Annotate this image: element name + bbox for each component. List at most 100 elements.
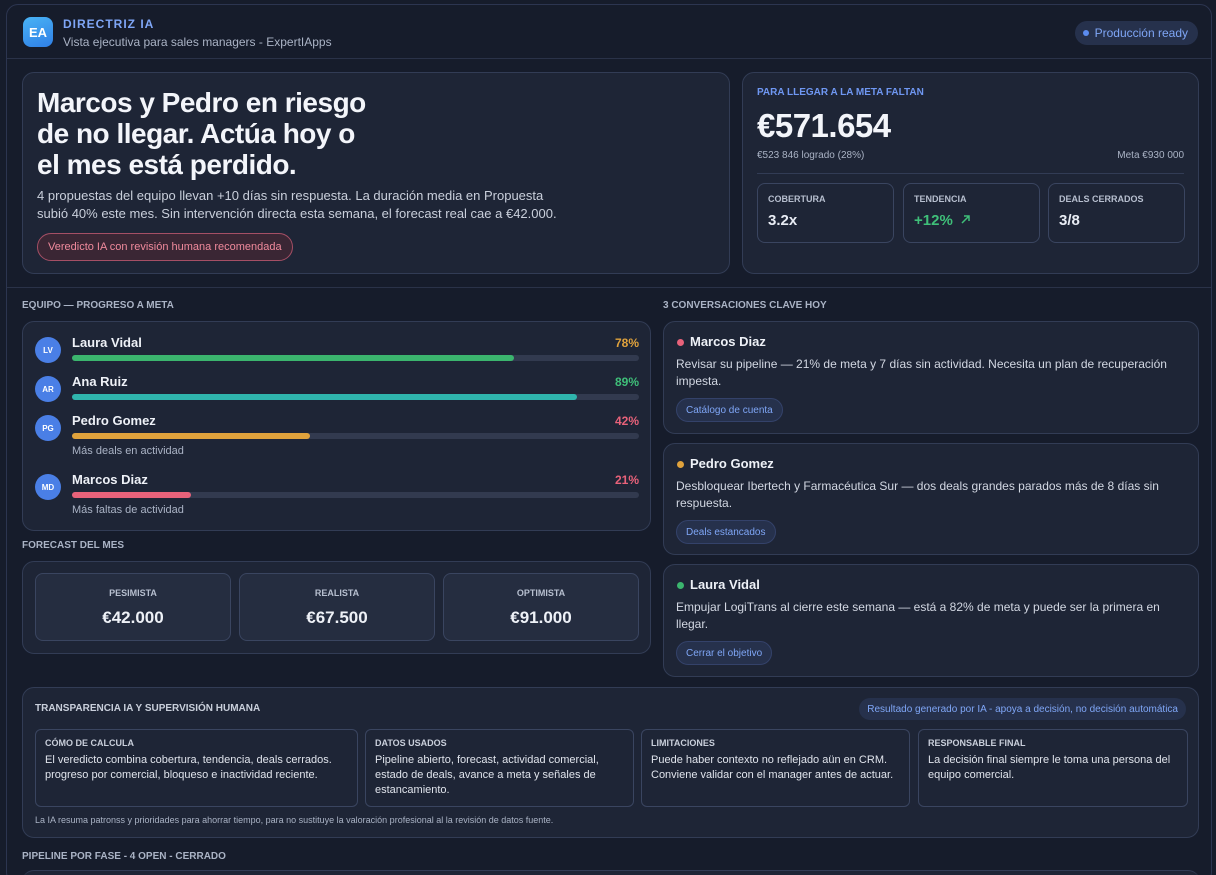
box-text: Puede haber contexto no reflejado aün en… bbox=[651, 754, 894, 781]
member-name: Ana Ruiz bbox=[72, 374, 128, 389]
verdict-badge[interactable]: Veredicto IA con revisión humana recomen… bbox=[37, 233, 293, 261]
team-card: LV Laura Vidal 78% AR Ana Ruiz 89% PG Pe… bbox=[22, 321, 651, 531]
top-bar: EA DIRECTRIZ IA Vista ejecutiva para sal… bbox=[7, 5, 1211, 59]
conversation-tag[interactable]: Catálogo de cuenta bbox=[676, 398, 783, 422]
conversation-name: Marcos Diaz bbox=[690, 334, 766, 349]
member-name: Pedro Gomez bbox=[72, 413, 156, 428]
scenario-pessimistic: PESIMISTA €42.000 bbox=[35, 573, 231, 641]
member-note: Más deals en actividad bbox=[72, 445, 184, 457]
transparency-title: TRANSPARENCIA IA Y SUPERVISIÓN HUMANA bbox=[35, 703, 261, 714]
conversations-section-label: 3 CONVERSACIONES CLAVE HOY bbox=[663, 300, 827, 311]
member-name: Laura Vidal bbox=[72, 335, 142, 350]
stat-label: COBERTURA bbox=[768, 194, 826, 204]
stat-trend: TENDENCIA +12% bbox=[903, 183, 1040, 243]
status-badge: Producción ready bbox=[1074, 21, 1198, 45]
conversation-card[interactable]: Marcos Diaz Revisar su pipeline — 21% de… bbox=[663, 321, 1199, 434]
limitations-box: LIMITACIONES Puede haber contexto no ref… bbox=[641, 729, 910, 807]
team-section-label: EQUIPO — PROGRESO A META bbox=[22, 300, 174, 311]
stat-value: +12% bbox=[914, 212, 971, 229]
conversation-tag[interactable]: Deals estancados bbox=[676, 520, 776, 544]
conversation-tag[interactable]: Cerrar el objetivo bbox=[676, 641, 773, 665]
transparency-footer: La IA resuma patronss y prioridades para… bbox=[35, 815, 554, 825]
status-dot-icon bbox=[677, 461, 684, 468]
scenario-label: PESIMISTA bbox=[109, 588, 157, 598]
section-divider bbox=[7, 287, 1211, 288]
goal-target: Meta €930 000 bbox=[1117, 150, 1184, 161]
progress-fill bbox=[72, 394, 577, 400]
member-name: Marcos Diaz bbox=[72, 472, 148, 487]
member-percent: 89% bbox=[614, 375, 639, 389]
pipeline-card bbox=[22, 870, 1200, 875]
status-dot-icon bbox=[677, 582, 684, 589]
pipeline-section-label: PIPELINE POR FASE - 4 OPEN - CERRADO bbox=[22, 851, 226, 862]
scenario-value: €42.000 bbox=[102, 608, 164, 627]
status-dot-icon bbox=[1082, 30, 1089, 36]
divider bbox=[757, 173, 1184, 174]
team-member[interactable]: MD Marcos Diaz 21% Más faltas de activid… bbox=[35, 472, 639, 522]
conversation-text: Desbloquear Ibertech y Farmacéutica Sur … bbox=[676, 479, 1159, 510]
brand-name: DIRECTRIZ IA bbox=[63, 17, 155, 31]
forecast-section-label: FORECAST DEL MES bbox=[22, 540, 125, 551]
scenario-value: €67.500 bbox=[306, 608, 368, 627]
goal-label: PARA LLEGAR A LA META FALTAN bbox=[757, 87, 924, 98]
how-calculated-box: CÓMO DE CALCULA El veredicto combina cob… bbox=[35, 729, 358, 807]
conversation-card[interactable]: Pedro Gomez Desbloquear Ibertech y Farma… bbox=[663, 443, 1199, 555]
conversation-text: Revisar su pipeline — 21% de meta y 7 dí… bbox=[676, 357, 1167, 388]
progress-fill bbox=[72, 492, 192, 498]
goal-achieved: €523 846 logrado (28%) bbox=[757, 150, 865, 161]
box-title: LIMITACIONES bbox=[651, 738, 715, 748]
status-label: Producción ready bbox=[1094, 26, 1188, 40]
team-member[interactable]: AR Ana Ruiz 89% bbox=[35, 374, 639, 424]
box-title: CÓMO DE CALCULA bbox=[45, 738, 134, 748]
progress-track bbox=[72, 492, 639, 498]
stat-value: 3/8 bbox=[1059, 212, 1080, 229]
status-dot-icon bbox=[677, 339, 684, 346]
member-percent: 78% bbox=[614, 336, 639, 350]
avatar: PG bbox=[35, 415, 61, 441]
member-note: Más faltas de actividad bbox=[72, 504, 184, 516]
stat-coverage: COBERTURA 3.2x bbox=[757, 183, 894, 243]
scenario-value: €91.000 bbox=[510, 608, 572, 627]
hero-title: Marcos y Pedro en riesgo de no llegar. A… bbox=[37, 87, 366, 180]
progress-fill bbox=[72, 355, 515, 361]
avatar: AR bbox=[35, 376, 61, 402]
trend-value: +12% bbox=[914, 212, 953, 229]
scenario-realistic: REALISTA €67.500 bbox=[239, 573, 435, 641]
member-percent: 42% bbox=[614, 414, 639, 428]
final-responsible-box: RESPONSABLE FINAL La decisión final siem… bbox=[918, 729, 1188, 807]
progress-fill bbox=[72, 433, 311, 439]
transparency-card: TRANSPARENCIA IA Y SUPERVISIÓN HUMANA Re… bbox=[22, 687, 1199, 838]
arrow-up-right-icon bbox=[961, 215, 970, 224]
avatar: MD bbox=[35, 474, 61, 500]
conversation-name: Pedro Gomez bbox=[690, 456, 774, 471]
stat-label: DEALS CERRADOS bbox=[1059, 194, 1144, 204]
progress-track bbox=[72, 355, 639, 361]
progress-track bbox=[72, 394, 639, 400]
stat-value: 3.2x bbox=[768, 212, 798, 229]
avatar: LV bbox=[35, 337, 61, 363]
stat-label: TENDENCIA bbox=[914, 194, 967, 204]
hero-text: 4 propuestas del equipo llevan +10 días … bbox=[37, 188, 557, 221]
app-subtitle: Vista ejecutiva para sales managers - Ex… bbox=[63, 35, 332, 49]
conversation-name: Laura Vidal bbox=[690, 577, 760, 592]
progress-track bbox=[72, 433, 639, 439]
hero-card: Marcos y Pedro en riesgo de no llegar. A… bbox=[22, 72, 730, 274]
box-title: RESPONSABLE FINAL bbox=[928, 738, 1026, 748]
data-used-box: DATOS USADOS Pipeline abierto, forecast,… bbox=[365, 729, 634, 807]
ai-disclaimer-badge: Resultado generado por IA - apoya a deci… bbox=[859, 698, 1186, 720]
conversation-text: Empujar LogiTrans al cierre este semana … bbox=[676, 600, 1160, 631]
box-text: La decisión final siempre le toma una pe… bbox=[928, 754, 1171, 781]
app-logo: EA bbox=[23, 17, 53, 47]
goal-card: PARA LLEGAR A LA META FALTAN €571.654 €5… bbox=[742, 72, 1199, 274]
box-text: El veredicto combina cobertura, tendenci… bbox=[45, 754, 332, 781]
scenario-label: REALISTA bbox=[314, 588, 360, 598]
stat-closed-deals: DEALS CERRADOS 3/8 bbox=[1048, 183, 1185, 243]
team-member[interactable]: PG Pedro Gomez 42% Más deals en activida… bbox=[35, 413, 639, 463]
goal-remaining: €571.654 bbox=[757, 107, 891, 144]
box-title: DATOS USADOS bbox=[375, 738, 447, 748]
forecast-card: PESIMISTA €42.000 REALISTA €67.500 OPTIM… bbox=[22, 561, 651, 654]
member-percent: 21% bbox=[614, 473, 639, 487]
scenario-optimistic: OPTIMISTA €91.000 bbox=[443, 573, 639, 641]
team-member[interactable]: LV Laura Vidal 78% bbox=[35, 335, 639, 385]
conversation-card[interactable]: Laura Vidal Empujar LogiTrans al cierre … bbox=[663, 564, 1199, 677]
